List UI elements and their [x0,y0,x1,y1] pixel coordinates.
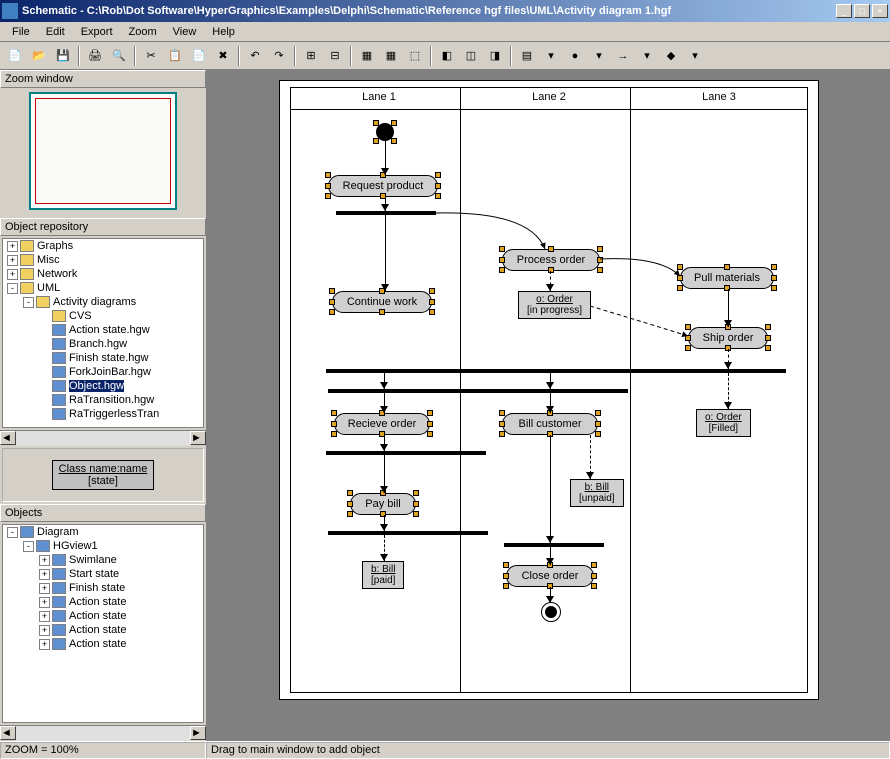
canvas-area[interactable]: Lane 1Lane 2Lane 3Request productProcess… [208,70,890,741]
tree-item[interactable]: +Action state [3,637,203,651]
redo-icon[interactable]: ↷ [268,45,290,67]
tree-item[interactable]: +Graphs [3,239,203,253]
tree-item[interactable]: -UML [3,281,203,295]
dropdown4-icon[interactable]: ▾ [684,45,706,67]
tree-item[interactable]: +Misc [3,253,203,267]
end-node[interactable] [542,603,560,621]
diamond-icon[interactable]: ◆ [660,45,682,67]
status-hint: Drag to main window to add object [206,742,890,759]
object-preview: Class name:name [state] [2,448,204,502]
lane-header: Lane 3 [634,91,804,103]
tree-item[interactable]: Object.hgw [3,379,203,393]
lane-header: Lane 1 [294,91,464,103]
fork-bar[interactable] [328,389,628,393]
tree-item[interactable]: -Activity diagrams [3,295,203,309]
fork-bar[interactable] [504,543,604,547]
tree-item[interactable]: Branch.hgw [3,337,203,351]
diagram-canvas[interactable]: Lane 1Lane 2Lane 3Request productProcess… [279,80,819,700]
grid-icon[interactable]: ▦ [356,45,378,67]
repo-scrollbar[interactable]: ◄► [0,430,206,446]
toolbar: 📄 📂 💾 🖨 🔍 ✂ 📋 📄 ✖ ↶ ↷ ⊞ ⊟ ▦ ▦ ⬚ ◧ ◫ ◨ ▤ … [0,42,890,70]
tree-item[interactable]: RaTriggerlessTran [3,407,203,421]
tree-item[interactable]: +Action state [3,623,203,637]
object-bill-unpaid[interactable]: b: Bill[unpaid] [570,479,624,507]
open-icon[interactable]: 📂 [28,45,50,67]
dropdown2-icon[interactable]: ▾ [588,45,610,67]
fork-bar[interactable] [326,451,486,455]
tree-item[interactable]: CVS [3,309,203,323]
zoom-window[interactable] [0,88,206,218]
preview-icon[interactable]: 🔍 [108,45,130,67]
tree-item[interactable]: ForkJoinBar.hgw [3,365,203,379]
menu-file[interactable]: File [4,24,38,40]
new-icon[interactable]: 📄 [4,45,26,67]
objects-tree[interactable]: -Diagram-HGview1+Swimlane+Start state+Fi… [2,524,204,723]
menu-zoom[interactable]: Zoom [121,24,165,40]
menu-export[interactable]: Export [73,24,121,40]
status-zoom: ZOOM = 100% [0,742,206,759]
objects-panel-header: Objects [0,504,206,522]
align-center-icon[interactable]: ◫ [460,45,482,67]
paste-icon[interactable]: 📄 [188,45,210,67]
tree-item[interactable]: +Action state [3,609,203,623]
close-button[interactable]: × [872,4,888,18]
menu-view[interactable]: View [165,24,205,40]
undo-icon[interactable]: ↶ [244,45,266,67]
preview-classname: Class name:name [59,463,148,475]
object-order-prog[interactable]: o: Order[in progress] [518,291,591,319]
tree-item[interactable]: +Swimlane [3,553,203,567]
dot-icon[interactable]: ● [564,45,586,67]
fork-bar[interactable] [328,531,488,535]
print-icon[interactable]: 🖨 [84,45,106,67]
dropdown1-icon[interactable]: ▾ [540,45,562,67]
lane-header: Lane 2 [464,91,634,103]
group-icon[interactable]: ⊞ [300,45,322,67]
dropdown3-icon[interactable]: ▾ [636,45,658,67]
fork-bar[interactable] [336,211,436,215]
tree-item[interactable]: RaTransition.hgw [3,393,203,407]
tree-item[interactable]: +Action state [3,595,203,609]
tree-item[interactable]: -Diagram [3,525,203,539]
menu-edit[interactable]: Edit [38,24,73,40]
tree-item[interactable]: Finish state.hgw [3,351,203,365]
copy-icon[interactable]: 📋 [164,45,186,67]
objects-scrollbar[interactable]: ◄► [0,725,206,741]
preview-state: [state] [59,475,148,487]
delete-icon[interactable]: ✖ [212,45,234,67]
repository-tree[interactable]: +Graphs+Misc+Network-UML-Activity diagra… [2,238,204,428]
arrow-icon[interactable]: → [612,45,634,67]
minimize-button[interactable]: _ [836,4,852,18]
tree-item[interactable]: Action state.hgw [3,323,203,337]
save-icon[interactable]: 💾 [52,45,74,67]
layer-icon[interactable]: ▤ [516,45,538,67]
app-icon [2,3,18,19]
object-order-filled[interactable]: o: Order[Filled] [696,409,751,437]
tree-item[interactable]: +Finish state [3,581,203,595]
menubar: File Edit Export Zoom View Help [0,22,890,42]
align-left-icon[interactable]: ◧ [436,45,458,67]
menu-help[interactable]: Help [204,24,243,40]
tree-item[interactable]: +Network [3,267,203,281]
tree-item[interactable]: +Start state [3,567,203,581]
tree-item[interactable]: -HGview1 [3,539,203,553]
zoom-panel-header: Zoom window [0,70,206,88]
window-title: Schematic - C:\Rob\Dot Software\HyperGra… [22,5,836,17]
ungroup-icon[interactable]: ⊟ [324,45,346,67]
statusbar: ZOOM = 100% Drag to main window to add o… [0,741,890,759]
snap-icon[interactable]: ▦ [380,45,402,67]
cut-icon[interactable]: ✂ [140,45,162,67]
select-icon[interactable]: ⬚ [404,45,426,67]
maximize-button[interactable]: □ [854,4,870,18]
fork-bar[interactable] [326,369,786,373]
object-bill-paid[interactable]: b: Bill[paid] [362,561,404,589]
repository-panel-header: Object repository [0,218,206,236]
align-right-icon[interactable]: ◨ [484,45,506,67]
